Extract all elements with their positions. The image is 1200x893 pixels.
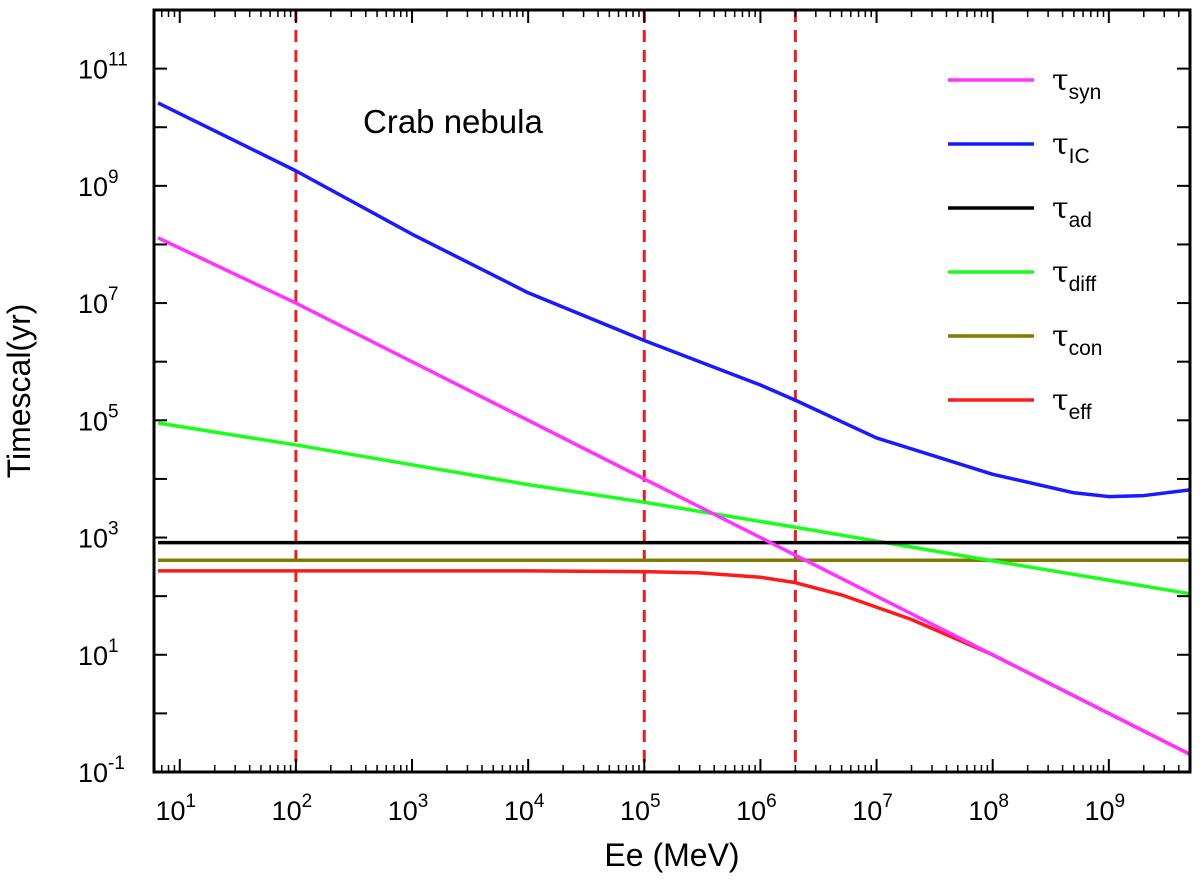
x-tick-exp-6: 7 [882,791,893,812]
y-tick-label-5: 109 [78,167,119,202]
x-tick-base-2: 10 [388,796,418,826]
y-axis-title: Timescal(yr) [1,304,37,479]
series-line-syn [157,236,1190,756]
x-tick-base-8: 10 [1085,796,1115,826]
legend-subscript-eff: eff [1069,401,1092,424]
x-tick-base-4: 10 [620,796,650,826]
y-tick-label-0: 10-1 [78,753,125,788]
legend-symbol-syn: τ [1052,63,1069,98]
y-tick-base-2: 10 [78,524,108,554]
legend-label-con: τcon [1052,319,1102,360]
y-tick-exp-4: 7 [108,284,119,305]
x-tick-label-5: 106 [736,791,777,826]
plot-content [157,10,1190,772]
legend-symbol-eff: τ [1052,383,1069,418]
x-tick-base-3: 10 [504,796,534,826]
chart-annotation: Crab nebula [363,103,543,140]
y-tick-base-1: 10 [78,641,108,671]
x-tick-exp-0: 1 [185,791,196,812]
legend-subscript-con: con [1069,337,1103,360]
legend-symbol-IC: τ [1052,127,1069,162]
x-tick-label-3: 104 [504,791,545,826]
x-tick-label-0: 101 [155,791,196,826]
x-tick-label-6: 107 [852,791,893,826]
legend-subscript-diff: diff [1069,273,1097,296]
x-tick-label-2: 103 [388,791,429,826]
legend-subscript-ad: ad [1069,209,1092,232]
y-tick-exp-5: 9 [108,167,119,188]
x-axis-title: Ee (MeV) [604,837,739,873]
y-tick-label-1: 101 [78,636,119,671]
legend-label-syn: τsyn [1052,63,1101,104]
x-tick-exp-1: 2 [302,791,313,812]
y-tick-base-4: 10 [78,289,108,319]
x-tick-exp-7: 8 [998,791,1009,812]
x-tick-exp-8: 9 [1115,791,1126,812]
legend-symbol-diff: τ [1052,255,1069,290]
series-line-IC [157,101,1190,499]
legend-symbol-ad: τ [1052,191,1069,226]
y-tick-exp-1: 1 [108,636,119,657]
x-tick-base-5: 10 [736,796,766,826]
series-line-diff [157,421,1190,596]
x-tick-base-0: 10 [155,796,185,826]
y-tick-exp-0: -1 [108,753,125,774]
legend-subscript-syn: syn [1069,81,1102,104]
axes: 101 102 103 104 105 106 107 108 10910-1101103105… [78,9,1190,826]
y-tick-label-2: 103 [78,519,119,554]
x-tick-label-4: 105 [620,791,661,826]
y-tick-label-3: 105 [78,401,119,436]
y-tick-exp-2: 3 [108,519,119,540]
legend-label-IC: τIC [1052,127,1090,168]
x-tick-label-1: 102 [272,791,313,826]
y-tick-exp-3: 5 [108,401,119,422]
y-tick-base-0: 10 [78,758,108,788]
x-tick-exp-5: 6 [766,791,777,812]
y-tick-base-3: 10 [78,406,108,436]
x-tick-label-8: 109 [1085,791,1126,826]
x-tick-exp-4: 5 [650,791,661,812]
legend-subscript-IC: IC [1069,145,1090,168]
legend-label-eff: τeff [1052,383,1092,424]
legend-label-diff: τdiff [1052,255,1096,296]
x-tick-label-7: 108 [968,791,1009,826]
y-tick-exp-6: 11 [108,50,128,71]
y-tick-base-5: 10 [78,172,108,202]
x-tick-exp-2: 3 [418,791,429,812]
series-line-eff [158,569,1190,756]
y-tick-base-6: 10 [78,55,108,85]
x-tick-base-7: 10 [968,796,998,826]
y-tick-label-6: 1011 [78,50,128,85]
y-tick-label-4: 107 [78,284,119,319]
legend-label-ad: τad [1052,191,1092,232]
plot-frame [152,8,1192,774]
legend-symbol-con: τ [1052,319,1069,354]
x-tick-base-6: 10 [852,796,882,826]
x-tick-exp-3: 4 [534,791,545,812]
x-tick-base-1: 10 [272,796,302,826]
